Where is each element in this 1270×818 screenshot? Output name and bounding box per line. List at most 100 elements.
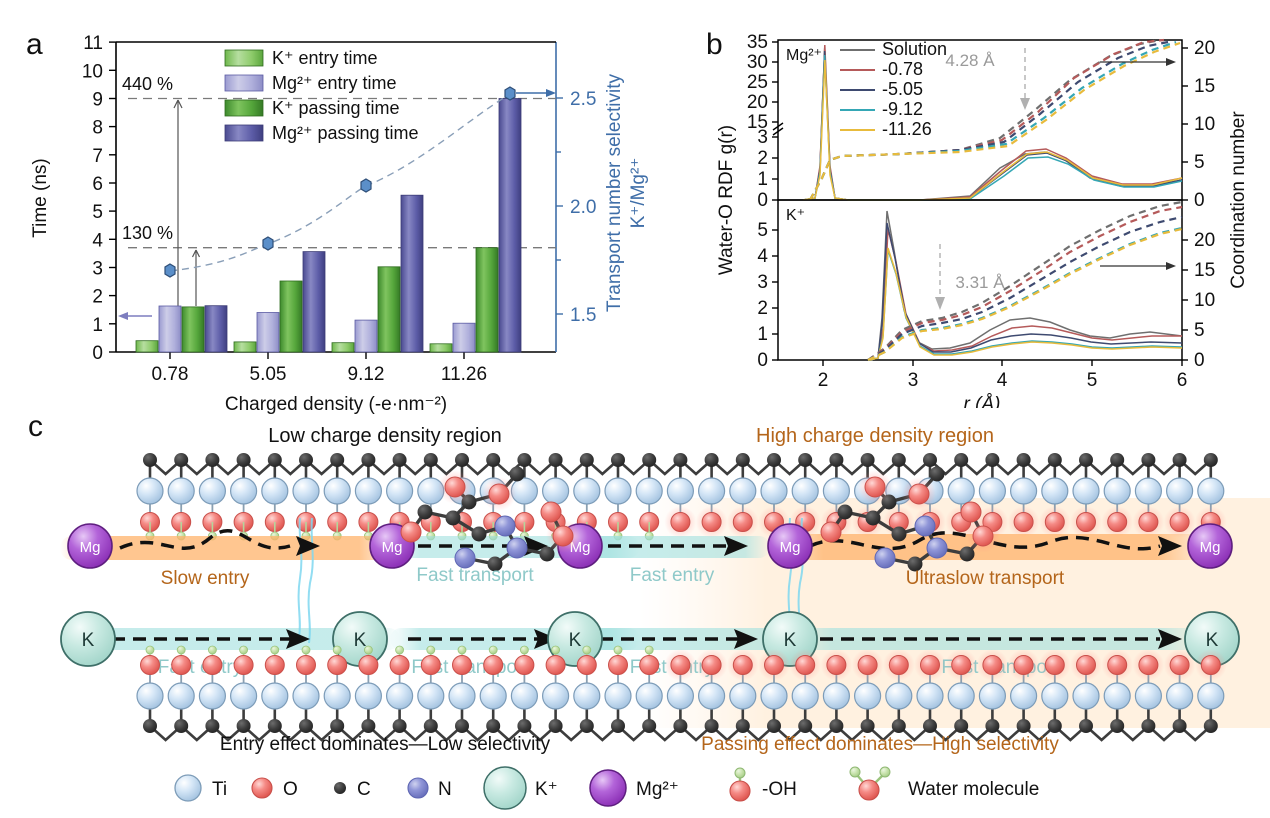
svg-text:5.05: 5.05 <box>250 364 287 385</box>
o-sphere-icon <box>452 655 472 675</box>
o-sphere-icon <box>488 483 510 505</box>
ti-sphere-icon <box>354 682 382 710</box>
flow-label-fast-entry-2: Fast entry <box>158 657 243 678</box>
c-sphere-icon <box>735 453 750 467</box>
o-sphere-icon <box>826 655 847 675</box>
c-sphere-icon <box>392 453 407 467</box>
c-sphere-icon <box>704 719 719 733</box>
c-sphere-icon <box>837 504 853 520</box>
c-sphere-icon <box>923 453 937 467</box>
o-sphere-icon <box>1076 655 1096 675</box>
hydrogen-sphere-icon <box>613 645 623 655</box>
panel-b-y2label: Coordination number <box>1228 111 1249 289</box>
o-sphere-icon <box>296 655 316 675</box>
o-sphere-icon <box>908 483 930 505</box>
o-sphere-icon <box>1138 512 1159 532</box>
c-sphere-icon <box>891 453 906 467</box>
ti-sphere-icon <box>1072 477 1100 505</box>
c-sphere-icon <box>1141 453 1156 467</box>
ti-sphere-icon <box>354 477 382 505</box>
panel-b-top-marker-label: 4.28 Å <box>945 51 995 70</box>
o-sphere-icon <box>171 655 192 675</box>
c-sphere-icon <box>673 453 688 467</box>
panel-b-bottom-marker <box>935 244 945 310</box>
c-sphere-icon <box>471 526 487 542</box>
legend-swatch-k-entry <box>224 49 264 67</box>
svg-text:8: 8 <box>92 118 103 139</box>
panel-a-reference-lines <box>128 97 556 249</box>
c-sphere-icon <box>1079 719 1093 733</box>
ti-sphere-icon <box>323 477 351 505</box>
svg-text:5: 5 <box>1194 152 1205 173</box>
ti-sphere-icon <box>978 477 1007 505</box>
c-sphere-icon <box>267 453 282 467</box>
ti-sphere-icon <box>853 682 882 710</box>
ti-sphere-icon <box>292 682 320 710</box>
panel-a-y2label: Transport number selectivity <box>604 74 625 312</box>
o-sphere-icon <box>732 512 753 532</box>
o-sphere-icon <box>795 655 816 675</box>
svg-text:5: 5 <box>1194 320 1205 341</box>
legend-label-912: -9.12 <box>882 99 923 119</box>
c-sphere-icon <box>236 453 251 467</box>
ti-sphere-icon <box>822 682 851 710</box>
c-sphere-icon <box>486 719 501 733</box>
o-sphere-icon <box>701 512 722 532</box>
svg-text:0: 0 <box>1194 190 1205 211</box>
n-sphere-icon <box>874 547 896 569</box>
panel-b-letter: b <box>706 28 723 61</box>
ti-sphere-icon <box>947 682 975 710</box>
legend-swatch-k-passing <box>224 99 264 117</box>
svg-text:0: 0 <box>757 190 768 211</box>
c-sphere-icon <box>236 719 251 733</box>
o-sphere-icon <box>540 501 562 523</box>
c-sphere-icon <box>299 719 313 733</box>
ti-sphere-icon <box>541 477 570 505</box>
annotation-440: 440 % <box>122 74 173 94</box>
hydrogen-sphere-icon <box>395 645 405 655</box>
c-sphere-icon <box>829 453 844 467</box>
ti-sphere-icon <box>635 477 663 505</box>
ti-sphere-icon <box>791 682 819 710</box>
mg-ion-label: Mg <box>780 539 801 556</box>
n-sphere-icon <box>914 515 936 537</box>
c-sphere-icon <box>923 719 937 733</box>
c-sphere-icon <box>642 719 657 733</box>
hydrogen-sphere-icon <box>363 645 373 655</box>
c-sphere-icon <box>798 719 813 733</box>
ti-sphere-icon <box>666 682 695 710</box>
legend-label-505: -5.05 <box>882 79 923 99</box>
o-sphere-icon <box>552 525 574 547</box>
svg-text:11: 11 <box>83 33 103 54</box>
legend-label-o: O <box>283 779 298 800</box>
c-sphere-icon <box>1203 453 1218 467</box>
hydrogen-sphere-icon <box>176 645 186 655</box>
svg-text:10: 10 <box>82 61 103 82</box>
panel-a-letter: a <box>26 28 43 61</box>
o-sphere-icon <box>820 521 842 543</box>
ti-sphere-icon <box>167 477 195 505</box>
o-sphere-icon <box>1138 655 1159 675</box>
o-sphere-icon <box>202 655 223 675</box>
ti-sphere-icon <box>1165 682 1194 710</box>
c-sphere-icon <box>361 719 376 733</box>
legend-label-ti: Ti <box>212 779 227 800</box>
c-sphere-icon <box>735 719 750 733</box>
o-sphere-icon <box>358 655 379 675</box>
c-sphere-icon <box>673 719 688 733</box>
c-sphere-icon <box>767 719 781 733</box>
panel-b-xlabel: r (Å) <box>964 394 1001 408</box>
o-sphere-icon <box>732 655 753 675</box>
k-row-arrows <box>112 629 1182 649</box>
ti-sphere-icon <box>479 682 507 710</box>
o-sphere-icon <box>576 655 597 675</box>
c-sphere-icon <box>1047 453 1062 467</box>
o-sphere-icon <box>608 655 628 675</box>
o-sphere-icon <box>857 655 878 675</box>
water-molecule-icon <box>849 766 891 801</box>
c-sphere-icon <box>330 719 345 733</box>
c-sphere-icon <box>392 719 407 733</box>
ti-sphere-icon <box>198 477 226 505</box>
svg-text:1: 1 <box>757 324 768 345</box>
